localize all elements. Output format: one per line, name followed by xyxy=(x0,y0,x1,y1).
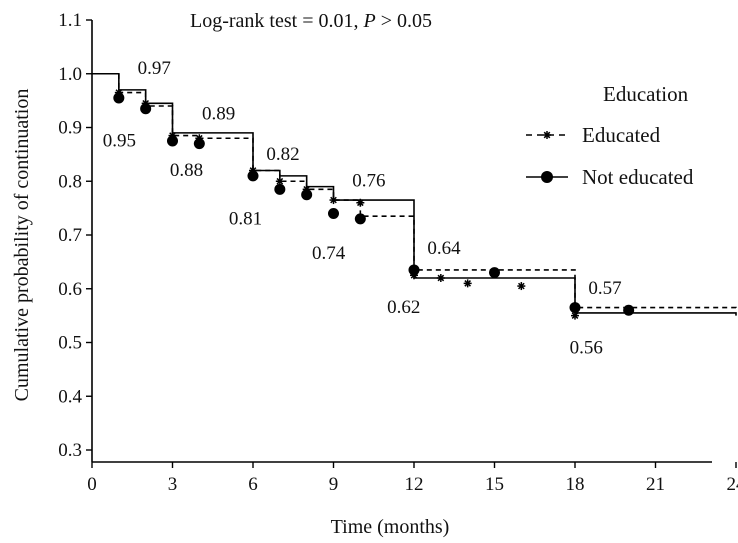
circle-point xyxy=(247,170,259,182)
value-label: 0.88 xyxy=(170,160,203,181)
legend-item-not-educated: Not educated xyxy=(526,165,694,189)
y-tick-label: 0.5 xyxy=(58,333,82,354)
x-tick-label: 21 xyxy=(646,474,665,495)
circle-point xyxy=(354,213,366,225)
y-tick-label: 0.7 xyxy=(58,225,82,246)
legend-star-marker xyxy=(543,131,551,139)
legend-circle-marker xyxy=(541,171,553,183)
x-tick-label: 12 xyxy=(405,474,424,495)
chart-title-suffix: > 0.05 xyxy=(376,10,432,32)
circle-point xyxy=(301,189,313,201)
y-tick-label: 0.6 xyxy=(58,279,82,300)
x-axis-title: Time (months) xyxy=(331,516,450,538)
star-point xyxy=(329,196,338,205)
x-tick-label: 15 xyxy=(485,474,504,495)
legend: Education Educated Not educated xyxy=(526,82,694,189)
star-point xyxy=(463,279,472,288)
x-tick-label: 6 xyxy=(248,474,258,495)
circle-point xyxy=(569,302,581,314)
value-label: 0.62 xyxy=(387,297,420,318)
svg-text:Log-rank test = 0.01, P > 0.05: Log-rank test = 0.01, P > 0.05 xyxy=(190,10,432,32)
circle-point xyxy=(113,92,125,104)
chart-title-p: P xyxy=(362,10,375,32)
y-tick-label: 1.0 xyxy=(58,64,82,85)
legend-label: Educated xyxy=(582,123,661,147)
circle-point xyxy=(408,264,420,276)
star-point xyxy=(356,198,365,207)
plot-lines xyxy=(92,72,737,316)
y-tick-label: 1.1 xyxy=(58,10,82,31)
y-tick-label: 0.8 xyxy=(58,171,82,192)
value-label: 0.57 xyxy=(588,278,621,299)
circle-point xyxy=(274,183,286,195)
circle-point xyxy=(140,103,152,115)
value-label: 0.82 xyxy=(266,144,299,165)
legend-label: Not educated xyxy=(582,165,694,189)
chart-title: Log-rank test = 0.01, P > 0.05 xyxy=(190,10,432,32)
axes: 0.3 0.4 0.5 0.6 0.7 0.8 0.9 1.0 1.1 0 3 6 9 12 15 18 21… xyxy=(58,10,738,495)
x-tick-label: 9 xyxy=(329,474,339,495)
y-ticks: 0.3 0.4 0.5 0.6 0.7 0.8 0.9 1.0 1.1 xyxy=(58,10,92,461)
value-label: 0.89 xyxy=(202,103,235,124)
chart-title-main: Log-rank test = 0.01, xyxy=(190,10,363,32)
value-label: 0.76 xyxy=(352,171,385,192)
value-label: 0.97 xyxy=(138,58,171,79)
circle-point xyxy=(167,135,178,147)
legend-item-educated: Educated xyxy=(526,123,661,147)
value-label: 0.95 xyxy=(103,130,136,151)
star-point xyxy=(571,311,579,320)
value-label: 0.74 xyxy=(312,243,346,264)
series-line-not-educated xyxy=(92,72,737,316)
star-point xyxy=(436,274,445,282)
value-annotations: 0.97 0.95 0.89 0.88 0.82 0.81 0.76 0.74 0.64 0.62… xyxy=(103,58,622,359)
circle-point xyxy=(623,304,635,316)
circle-point xyxy=(193,138,205,150)
y-axis-title: Cumulative probability of continuation xyxy=(11,89,33,402)
value-label: 0.81 xyxy=(229,208,262,229)
x-tick-label: 18 xyxy=(566,474,585,495)
x-tick-label: 0 xyxy=(87,474,97,495)
plot-markers xyxy=(113,88,635,320)
star-point xyxy=(517,282,526,291)
star-point xyxy=(275,177,284,186)
x-tick-label: 24 xyxy=(727,474,738,495)
circle-point xyxy=(489,267,500,279)
x-tick-label: 3 xyxy=(168,474,178,495)
y-tick-label: 0.4 xyxy=(58,386,82,407)
circle-point xyxy=(328,208,339,219)
value-label: 0.56 xyxy=(570,337,603,358)
y-tick-label: 0.9 xyxy=(58,118,82,139)
y-tick-label: 0.3 xyxy=(58,440,82,461)
x-ticks: 0 3 6 9 12 15 18 21 24 xyxy=(87,462,738,495)
legend-title: Education xyxy=(603,82,689,106)
value-label: 0.64 xyxy=(427,238,461,259)
